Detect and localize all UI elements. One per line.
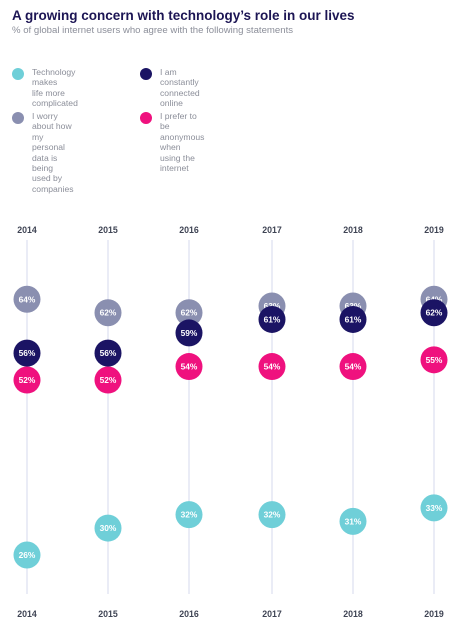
data-label: 32% xyxy=(181,510,198,520)
data-bubble xyxy=(13,366,41,394)
data-bubble xyxy=(94,366,122,394)
legend-label-line: Technology makes xyxy=(32,67,76,88)
legend-swatch xyxy=(12,68,24,80)
chart-subtitle: % of global internet users who agree wit… xyxy=(12,25,294,36)
data-label: 55% xyxy=(426,355,443,365)
data-label: 54% xyxy=(264,362,281,372)
data-label: 33% xyxy=(426,503,443,513)
data-bubble xyxy=(175,501,203,529)
legend-label-line: used by companies xyxy=(32,173,74,194)
data-bubble xyxy=(258,501,286,529)
legend-label-line: life more complicated xyxy=(32,87,78,109)
chart-title: A growing concern with technology’s role… xyxy=(12,8,355,23)
legend-label-line: anonymous when xyxy=(160,131,205,153)
legend-swatch xyxy=(12,112,24,124)
year-label-top: 2016 xyxy=(179,225,199,235)
legend-label: Technology makes life more complicated xyxy=(32,67,78,109)
data-label: 31% xyxy=(345,516,362,526)
data-label: 26% xyxy=(19,550,36,560)
data-label: 62% xyxy=(426,308,443,318)
data-label: 30% xyxy=(100,523,117,533)
data-bubble xyxy=(339,507,367,535)
data-bubble xyxy=(13,339,41,367)
data-label: 52% xyxy=(100,375,117,385)
year-label-top: 2017 xyxy=(262,225,282,235)
data-bubble xyxy=(175,319,203,347)
data-label: 56% xyxy=(100,348,117,358)
data-label: 52% xyxy=(19,375,36,385)
data-bubble xyxy=(175,299,203,327)
year-label-bottom: 2017 xyxy=(262,609,282,619)
legend-label-line: I prefer to be xyxy=(160,111,197,132)
data-bubble xyxy=(94,514,122,542)
data-label: 32% xyxy=(264,510,281,520)
year-label-bottom: 2014 xyxy=(17,609,37,619)
data-label: 62% xyxy=(100,308,117,318)
data-bubble xyxy=(94,299,122,327)
data-bubble xyxy=(13,541,41,569)
legend-label: I am constantly connected online xyxy=(160,67,200,109)
year-label-bottom: 2015 xyxy=(98,609,118,619)
year-label-top: 2015 xyxy=(98,225,118,235)
data-bubble xyxy=(13,285,41,313)
year-label-top: 2018 xyxy=(343,225,363,235)
year-label-bottom: 2016 xyxy=(179,609,199,619)
data-bubble xyxy=(420,346,448,374)
legend-label-line: personal data is being xyxy=(32,142,65,174)
year-label-bottom: 2019 xyxy=(424,609,444,619)
legend-swatch xyxy=(140,68,152,80)
data-label: 62% xyxy=(181,308,198,318)
legend-label-line: I am constantly xyxy=(160,67,199,88)
legend-label: I prefer to be anonymous when using the in… xyxy=(160,111,204,173)
data-bubble xyxy=(420,494,448,522)
data-label: 54% xyxy=(345,362,362,372)
data-label: 59% xyxy=(181,328,198,338)
data-bubble xyxy=(420,299,448,327)
data-bubble xyxy=(258,305,286,333)
data-bubble xyxy=(339,353,367,381)
legend-swatch xyxy=(140,112,152,124)
legend-label: I worry about how my personal data is bei… xyxy=(32,111,74,194)
year-label-bottom: 2018 xyxy=(343,609,363,619)
data-bubble xyxy=(339,305,367,333)
legend-label-line: I worry about how my xyxy=(32,111,72,142)
legend-label-line: connected online xyxy=(160,87,200,109)
data-label: 54% xyxy=(181,362,198,372)
data-label: 61% xyxy=(264,314,281,324)
data-bubble xyxy=(258,353,286,381)
data-label: 56% xyxy=(19,348,36,358)
data-bubble xyxy=(175,353,203,381)
data-label: 61% xyxy=(345,314,362,324)
legend-label-line: using the internet xyxy=(160,152,195,174)
year-label-top: 2019 xyxy=(424,225,444,235)
data-label: 64% xyxy=(19,294,36,304)
data-bubble xyxy=(94,339,122,367)
year-label-top: 2014 xyxy=(17,225,37,235)
